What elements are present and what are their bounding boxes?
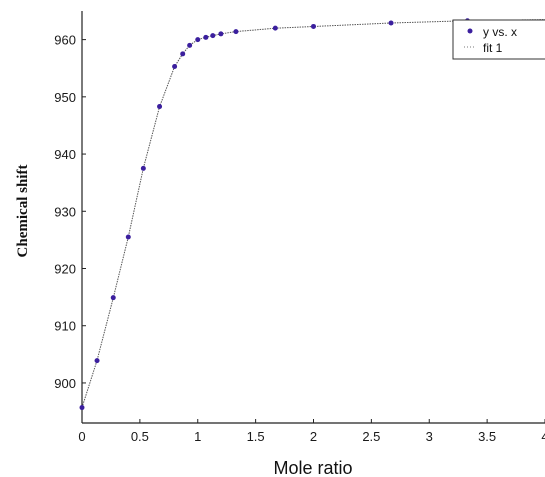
data-point [180, 51, 186, 57]
x-tick-label: 0.5 [131, 429, 149, 444]
x-ticks: 0 0.5 1 1.5 2 2.5 3 3.5 4 [78, 419, 545, 444]
legend-label-fit: fit 1 [483, 41, 503, 55]
data-point [218, 31, 224, 37]
data-point [233, 29, 239, 35]
data-point [388, 20, 394, 26]
data-point [140, 165, 146, 171]
legend-box [452, 19, 545, 60]
y-tick-label: 920 [54, 262, 76, 277]
x-tick-label: 2 [310, 429, 317, 444]
data-point [210, 33, 216, 39]
y-tick-label: 910 [54, 319, 76, 334]
legend-marker-points [467, 28, 473, 34]
data-point [110, 295, 116, 301]
data-point [125, 234, 131, 240]
y-tick-label: 940 [54, 147, 76, 162]
y-tick-label: 900 [54, 376, 76, 391]
data-point [172, 64, 178, 70]
data-point [187, 42, 193, 48]
data-point [311, 23, 316, 29]
x-tick-label: 1.5 [247, 429, 265, 444]
x-tick-label: 3.5 [478, 429, 496, 444]
x-tick-label: 2.5 [362, 429, 380, 444]
data-point [203, 34, 209, 40]
y-axis-label: Chemical shift [15, 165, 31, 258]
x-tick-label: 0 [78, 429, 85, 444]
y-tick-label: 930 [54, 204, 76, 219]
data-point [195, 37, 201, 43]
data-point [79, 405, 85, 411]
x-tick-label: 1 [194, 429, 201, 444]
legend: y vs. x fit 1 [452, 19, 545, 60]
x-tick-label: 4 [541, 429, 545, 444]
y-ticks: 900 910 920 930 940 950 960 [54, 33, 86, 391]
plot-area [79, 18, 545, 411]
fit-line [81, 19, 545, 408]
legend-label-points: y vs. x [483, 25, 517, 39]
x-tick-label: 3 [426, 429, 433, 444]
data-point [157, 104, 163, 110]
x-axis-label: Mole ratio [273, 458, 352, 477]
axes [81, 11, 545, 424]
y-tick-label: 950 [54, 90, 76, 105]
data-point [272, 25, 278, 31]
y-tick-label: 960 [54, 33, 76, 48]
data-point [94, 358, 100, 364]
